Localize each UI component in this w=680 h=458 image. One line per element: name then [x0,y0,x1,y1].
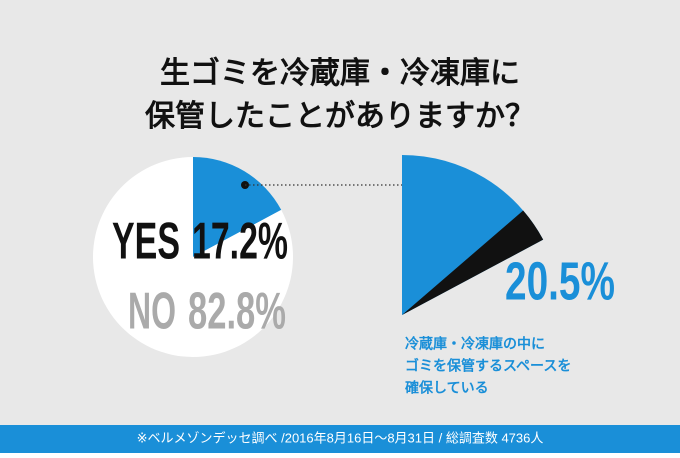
value-label: 20.5% [505,251,615,311]
footer-note: ※ベルメゾンデッセ調べ /2016年8月16日～8月31日 / 総調査数 473… [137,430,544,445]
category-label: YES [112,213,180,271]
pie-slice [193,157,282,257]
value-label: 82.8% [188,283,286,341]
annotation-line: ゴミを保管するスペースを [405,358,571,374]
base-sector [402,155,544,315]
title-line: 生ゴミを冷蔵庫・冷凍庫に [160,56,520,90]
category-label: NO [128,283,176,341]
annotation-line: 冷蔵庫・冷凍庫の中に [405,336,545,352]
pie-slice [92,157,293,357]
detail-sector [402,210,544,315]
annotation-line: 確保している [405,380,489,396]
footer-band [0,425,680,453]
title-line: 保管したことがありますか？ [145,99,535,133]
value-label: 17.2% [192,213,288,271]
